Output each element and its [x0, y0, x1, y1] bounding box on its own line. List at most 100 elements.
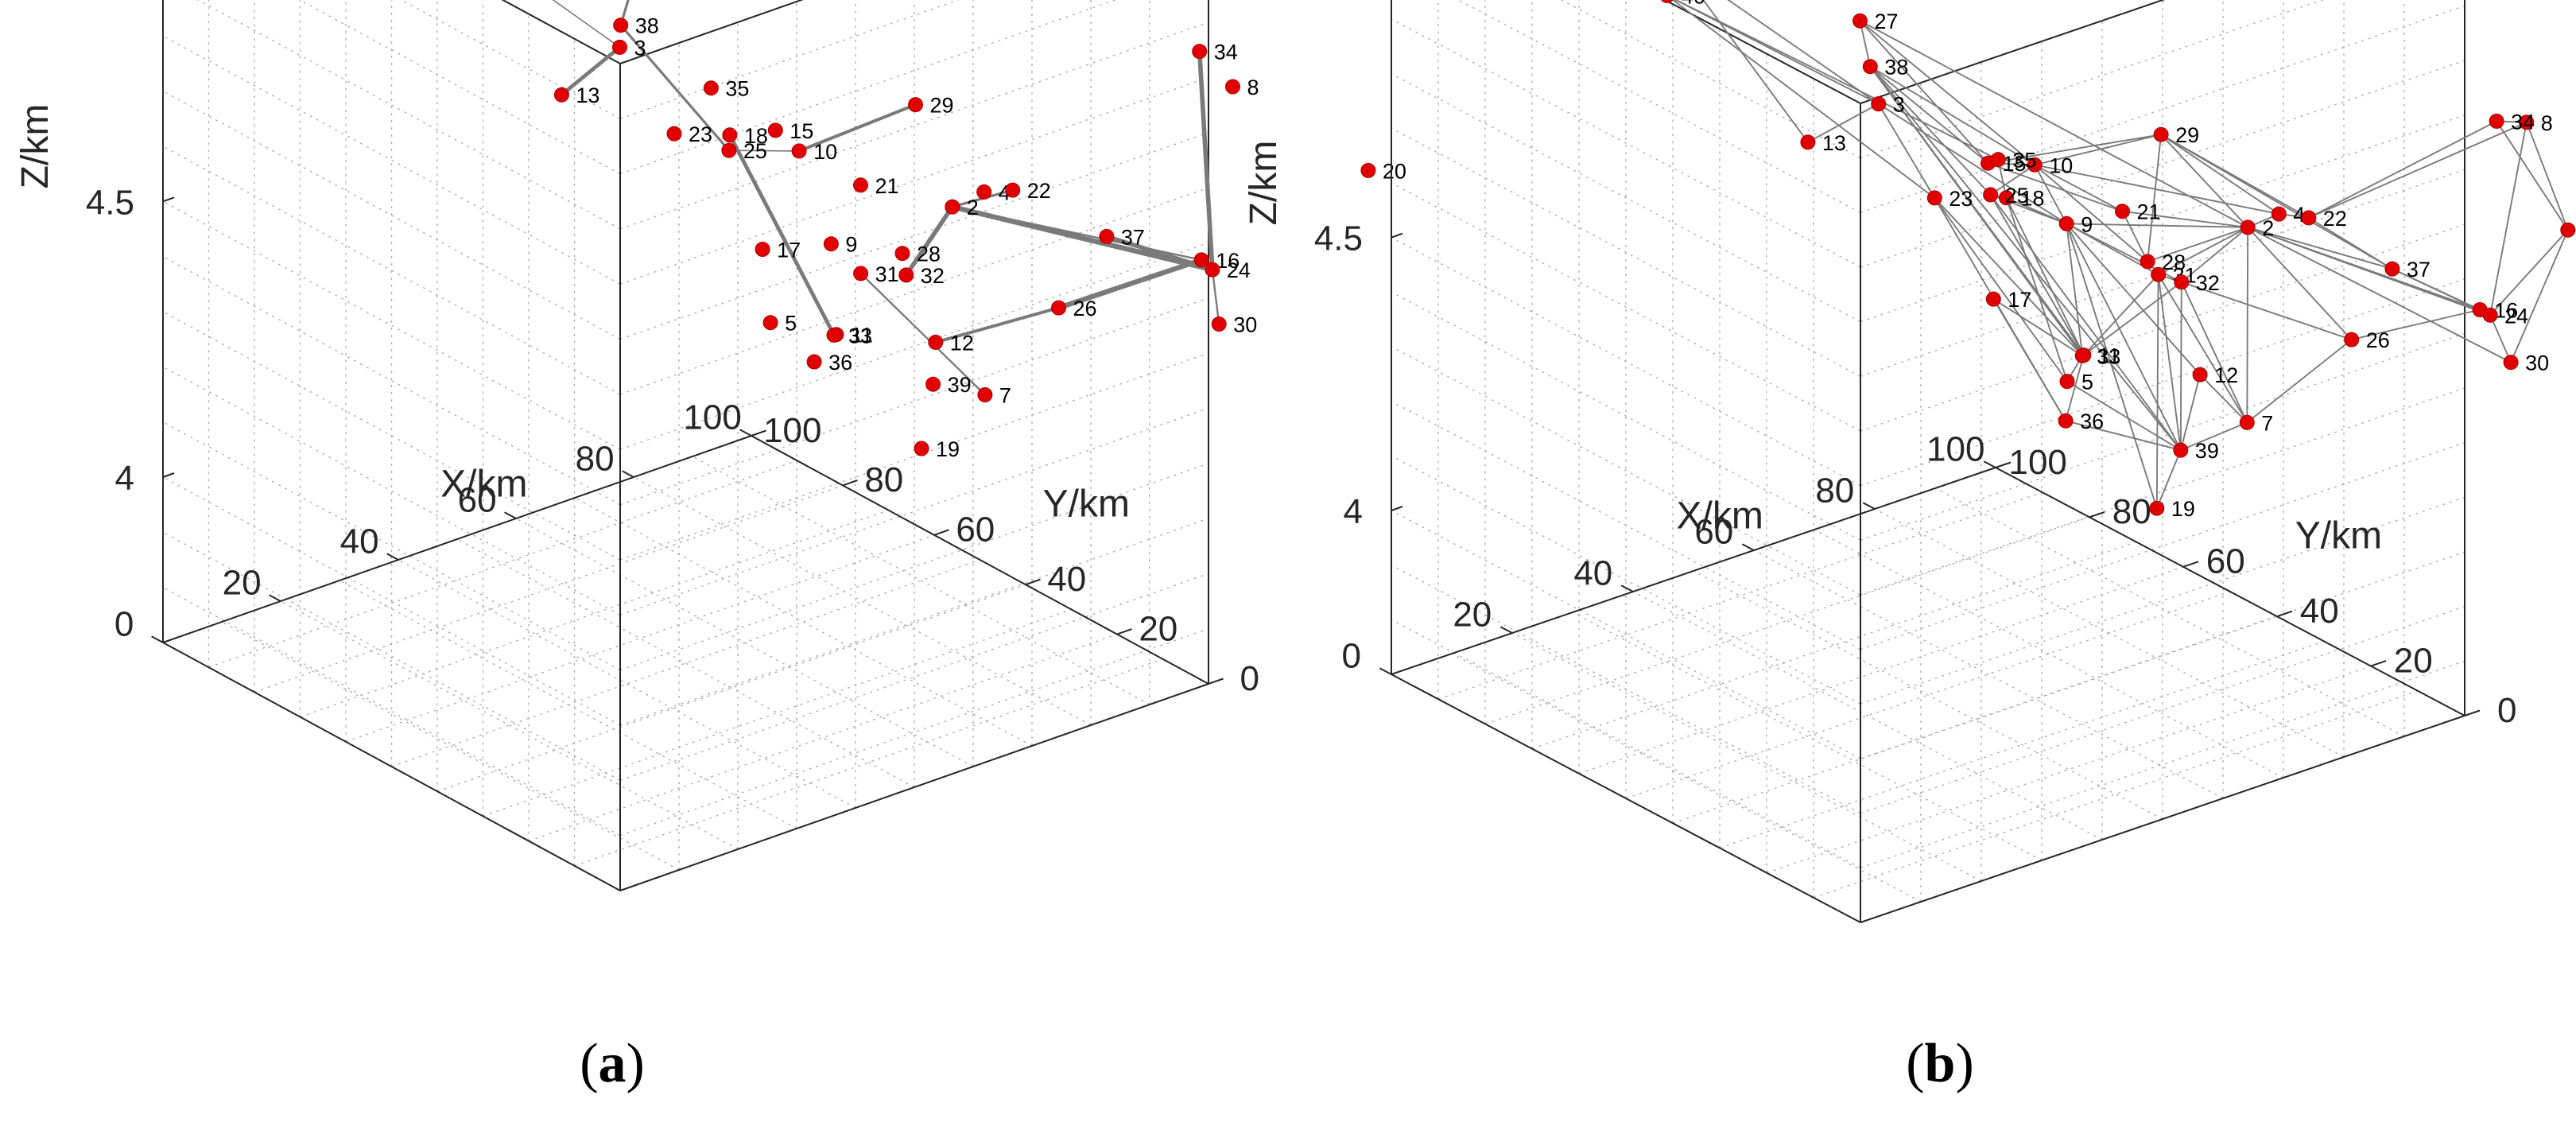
panel-b-plot: 02040608010002040608010044.55X/kmY/kmZ/k… [1243, 0, 2576, 923]
panel-b-y-tick-mark [2370, 660, 2387, 667]
panel-a-y-tick-mark [1208, 678, 1224, 685]
panel-b-node-label-40: 40 [1682, 0, 1705, 8]
panel-a-node-16 [1193, 252, 1209, 268]
panel-b-edge-2-32 [2180, 226, 2249, 283]
panel-b-edge-10-9 [2034, 164, 2068, 225]
panel-b-edge-24-2 [2247, 226, 2492, 316]
panel-b-wall-grid-line [1860, 60, 2465, 268]
panel-a-z-axis-title: Z/km [14, 104, 56, 189]
panel-b-wall-grid-line [1457, 0, 1861, 213]
panel-b-y-tick-mark [2276, 610, 2293, 618]
panel-b-y-axis-title: Y/km [2295, 514, 2382, 557]
panel-a-x-tick-mark [151, 635, 164, 643]
panel-a-x-tick-label: 0 [114, 605, 134, 644]
panel-a-floor-grid-line [391, 559, 980, 767]
panel-b-node-label-22: 22 [2323, 207, 2347, 231]
panel-b-node-label-10: 10 [2049, 153, 2073, 177]
panel-a-y-tick-label: 60 [956, 511, 995, 549]
panel-b-edge-29-28 [2147, 134, 2163, 262]
panel-b-z-tick-mark [1391, 232, 1403, 239]
panel-a-wall-grid-line [162, 256, 621, 506]
panel-a-node-label-24: 24 [1227, 258, 1251, 282]
panel-b-x-tick-label: 60 [1694, 513, 1733, 552]
panel-b-node-10 [2027, 157, 2043, 173]
panel-b-edge-7-32 [2180, 281, 2248, 424]
panel-a-node-7 [977, 387, 993, 402]
panel-a-floor-grid-line [528, 633, 1118, 842]
panel-b-edge-12-9 [2066, 223, 2202, 376]
panel-b-node-label-15: 15 [2003, 152, 2027, 176]
panel-b-edge-19-31 [2155, 274, 2159, 510]
panel-b-edge-32-11 [2082, 281, 2182, 356]
panel-a-node-label-8: 8 [1247, 76, 1259, 99]
panel-a-top-edge [501, 0, 621, 64]
panel-b-wall-grid-line [1391, 73, 1861, 323]
panel-b-node-label-12: 12 [2214, 363, 2238, 387]
panel-b-node-label-2: 2 [2262, 216, 2274, 240]
panel-a-x-tick-mark [622, 470, 634, 478]
panel-b-y-tick-label: 0 [2497, 691, 2516, 730]
panel-a-node-label-37: 37 [1121, 225, 1145, 249]
panel-b-node-24 [2482, 307, 2498, 323]
panel-a-floor-grid-line [633, 476, 1092, 726]
panel-b-y-tick-label: 80 [2112, 492, 2151, 531]
panel-b-node-label-27: 27 [1875, 10, 1899, 33]
panel-a-node-34 [1192, 44, 1208, 60]
panel-b-edge-39-38 [1869, 65, 2182, 452]
panel-b-edge-38-25 [1869, 65, 1992, 196]
panel-b-node-label-36: 36 [2080, 410, 2104, 433]
panel-label-a: (a) [580, 1033, 645, 1094]
panel-b-node-label-28: 28 [2162, 250, 2186, 274]
panel-b-x-tick-mark [1983, 460, 1996, 468]
panel-a-x-tick-mark [386, 553, 399, 561]
panel-a-wall-grid-line [619, 628, 1209, 837]
panel-b-node-8 [2519, 115, 2535, 130]
panel-b-node-label-5: 5 [2081, 371, 2093, 394]
panel-a-wall-grid-line [162, 35, 621, 285]
panel-a-wall-grid-line [162, 476, 621, 726]
panel-b-node-30 [2503, 355, 2519, 371]
panel-b-edge-19-9 [2066, 223, 2158, 510]
panel-a-node-label-28: 28 [917, 243, 941, 266]
panel-a-edge-32-2 [904, 204, 955, 278]
panel-a-edge-34-24 [1197, 49, 1215, 272]
panel-b-node-38 [1862, 59, 1878, 75]
panel-b-edge-27-2 [1859, 20, 2249, 228]
panel-b-node-label-23: 23 [1949, 187, 1973, 211]
panel-a-node-39 [925, 376, 941, 392]
panel-b-edge-10-27 [1859, 20, 2036, 166]
panel-b-top-edge [1860, 0, 2166, 104]
panel-a-wall-grid-line [162, 200, 621, 450]
panel-a-node-22 [1005, 182, 1021, 198]
panel-b-edge-31-11 [2082, 274, 2159, 356]
panel-a-x-tick-label: 100 [683, 398, 741, 437]
panel-b-node-32 [2174, 274, 2190, 290]
panel-b-node-40 [1661, 0, 1674, 3]
panel-b-node-19 [2149, 500, 2165, 516]
panel-b-y-tick-label: 40 [2300, 592, 2339, 631]
panel-a-edge-24-30 [1211, 268, 1220, 325]
panel-b-edge-26-2 [2247, 226, 2353, 341]
panel-a-edge-31-7 [859, 272, 987, 396]
panel-b-z-tick-label: 4.5 [1314, 219, 1363, 258]
panel-a-node-label-23: 23 [689, 122, 712, 146]
panel-b-node-29 [2153, 126, 2169, 142]
panel-label-letter: a [599, 1033, 627, 1094]
panel-b-edge-3-23 [1877, 103, 1936, 199]
panel-a-node-label-10: 10 [813, 140, 837, 164]
panel-a-node-38 [613, 17, 629, 33]
panel-b-y-tick-mark [2089, 511, 2105, 518]
panel-a-edge-10-29 [797, 103, 918, 153]
panel-b-y-tick-label: 100 [2008, 443, 2066, 482]
panel-b-wall-grid-line [1391, 346, 1861, 596]
panel-a-node-label-5: 5 [785, 312, 797, 336]
panel-a-wall-grid-line [196, 0, 621, 230]
panel-a-node-24 [1205, 262, 1220, 278]
panel-label-letter: b [1925, 1033, 1956, 1094]
panel-b-wall-grid-line [1391, 18, 1861, 268]
panel-b-edge-23-33 [1934, 196, 2084, 357]
panel-a-floor-grid-line [221, 621, 680, 871]
panel-b-floor-grid-line [1511, 632, 1982, 882]
panel-b-y-tick-label: 20 [2394, 641, 2433, 680]
panel-b-edge-28-10 [2034, 164, 2149, 262]
